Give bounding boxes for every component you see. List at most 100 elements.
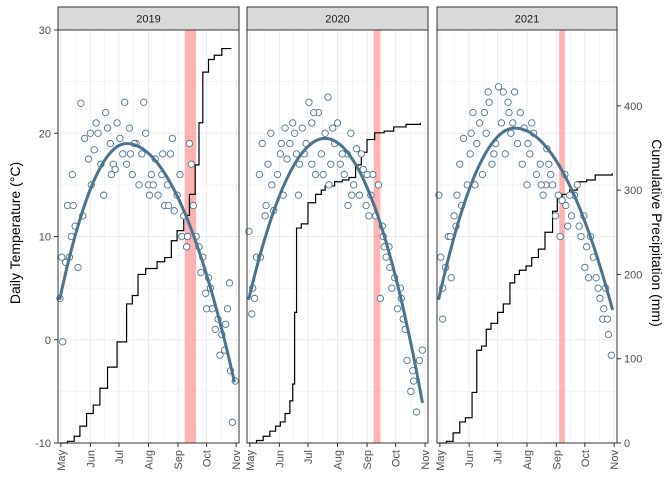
panel-2019: 2019 May Jun Jul Aug Sep Oct Nov <box>56 6 243 471</box>
temperature-points <box>245 93 426 416</box>
temperature-point <box>469 108 477 117</box>
temperature-point <box>376 294 385 303</box>
temperature-point <box>456 160 464 168</box>
x-tick-label: Oct <box>202 450 214 467</box>
temperature-point <box>324 93 332 101</box>
temperature-point <box>128 170 136 179</box>
temperature-point <box>176 170 184 179</box>
temperature-point <box>228 418 236 426</box>
temperature-point <box>344 201 352 210</box>
temperature-point <box>439 315 447 323</box>
facet-strip-label: 2020 <box>325 14 349 26</box>
temperature-point <box>562 201 570 210</box>
temperature-point <box>536 160 544 168</box>
temperature-point <box>290 129 299 137</box>
facet-strip-label: 2021 <box>515 14 539 26</box>
temperature-point <box>499 88 507 96</box>
temperature-point <box>100 191 108 199</box>
temperature-point <box>170 207 178 215</box>
temperature-point <box>480 108 489 117</box>
temperature-point <box>135 181 143 189</box>
temperature-point <box>475 119 484 127</box>
temperature-point <box>524 139 532 148</box>
temperature-point <box>482 129 490 137</box>
temperature-point <box>168 134 176 143</box>
temperature-point <box>415 356 424 365</box>
x-tick-label: Aug <box>522 450 534 470</box>
x-axis: May Jun Jul Aug Sep Oct Nov <box>56 443 243 471</box>
temperature-point <box>567 212 576 220</box>
panel-2021: 2021 May Jun Jul Aug Sep Oct Nov <box>435 6 621 471</box>
temperature-point <box>437 253 445 261</box>
temperature-point <box>600 305 608 313</box>
temperature-point <box>113 119 121 127</box>
temperature-point <box>262 201 270 210</box>
precipitation-line <box>248 122 421 444</box>
y-tick-label-right: 0 <box>624 438 630 450</box>
x-tick-label: Oct <box>391 450 403 467</box>
panel-2020: 2020 May Jun Jul Aug Sep Oct Nov <box>245 6 432 471</box>
temperature-point <box>548 181 557 189</box>
temperature-point <box>106 139 115 148</box>
temperature-point <box>577 232 585 241</box>
temperature-point <box>202 305 211 313</box>
temperature-point <box>84 155 93 163</box>
temperature-point <box>336 160 345 168</box>
temperature-point <box>485 98 493 106</box>
temperature-point <box>504 98 512 106</box>
temperature-point <box>92 119 100 127</box>
temperature-point <box>412 408 421 416</box>
y-tick-label-left: 30 <box>39 25 51 37</box>
temperature-point <box>289 119 297 127</box>
temperature-point <box>488 160 496 168</box>
x-tick-label: Sep <box>551 450 563 470</box>
x-tick-label: Jun <box>274 450 286 468</box>
x-tick-label: Jul <box>493 450 505 464</box>
temperature-point <box>268 181 276 189</box>
temperature-point <box>594 284 602 292</box>
x-tick-label: Sep <box>362 450 374 470</box>
temperature-points <box>56 98 239 426</box>
temperature-point <box>347 129 355 137</box>
temperature-point <box>166 150 175 158</box>
left-y-axis: -10 0 10 20 30 <box>35 25 58 450</box>
temperature-point <box>551 212 560 220</box>
temperature-point <box>537 181 545 189</box>
temperature-point <box>554 191 562 199</box>
temperature-point <box>497 119 506 127</box>
temperature-point <box>264 160 272 168</box>
temperature-point <box>478 170 487 179</box>
temperature-point <box>277 139 285 148</box>
temperature-point <box>317 150 325 158</box>
temperature-point <box>216 351 224 359</box>
temperature-point <box>273 170 282 179</box>
temperature-point <box>473 139 481 148</box>
temperature-point <box>509 119 517 127</box>
temperature-point <box>149 181 157 189</box>
x-tick-label: Oct <box>580 450 592 467</box>
temperature-point <box>305 98 313 106</box>
temperature-point <box>225 279 234 287</box>
x-tick-label: Nov <box>231 450 243 470</box>
temperature-trend-line <box>437 126 614 311</box>
temperature-point <box>310 108 318 117</box>
y-tick-label-right: 100 <box>624 354 642 366</box>
temperature-point <box>59 338 67 346</box>
temperature-point <box>575 222 583 230</box>
temperature-point <box>329 124 337 132</box>
temperature-point <box>459 134 468 143</box>
temperature-point <box>140 98 148 106</box>
temperature-trend-line <box>247 136 424 404</box>
temperature-point <box>159 150 167 158</box>
x-tick-label: Jul <box>114 450 126 464</box>
temperature-point <box>518 160 526 168</box>
temperature-point <box>403 356 411 365</box>
temperature-point <box>558 196 566 205</box>
x-tick-label: Jun <box>85 450 97 468</box>
temperature-point <box>286 139 294 148</box>
temperature-point <box>94 129 102 137</box>
temperature-point <box>374 181 383 189</box>
temperature-point <box>308 119 316 127</box>
precipitation-line <box>59 47 232 444</box>
temperature-point <box>197 268 205 277</box>
